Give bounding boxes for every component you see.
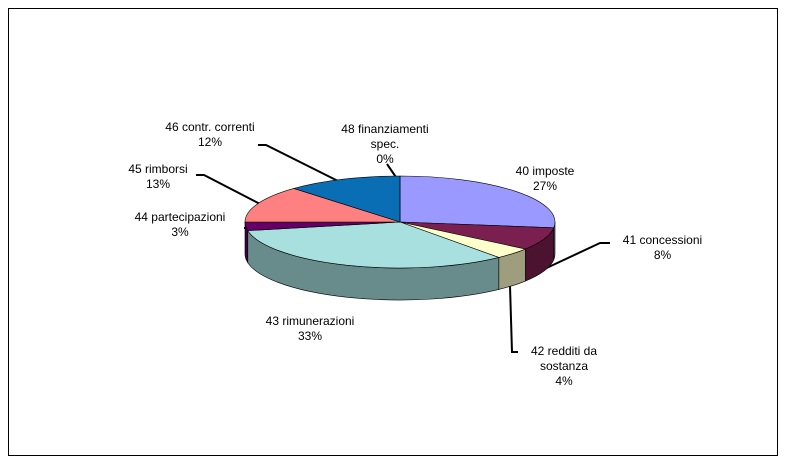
value-label: 13%	[145, 177, 171, 191]
value-label: 33%	[297, 329, 323, 343]
value-label: 3%	[171, 225, 189, 239]
pie-slice	[399, 175, 556, 229]
data-label: 43 rimunerazioni 33%	[245, 314, 375, 344]
value-label: 4%	[555, 374, 573, 388]
pie-slice	[247, 221, 500, 269]
pie-tops	[244, 175, 556, 269]
slice-label: 46 contr. correnti	[165, 120, 255, 134]
pie-sides	[244, 221, 556, 301]
data-label: 42 redditi da sostanza 4%	[520, 344, 608, 389]
leader-line	[537, 242, 610, 273]
slice-label: 41 concessioni	[622, 233, 703, 247]
slice-label: 43 rimunerazioni	[265, 314, 355, 328]
data-label: 46 contr. correnti 12%	[150, 120, 270, 150]
data-label: 40 imposte 27%	[495, 164, 595, 194]
slice-label: 44 partecipazioni	[134, 210, 226, 224]
value-label: 0%	[376, 152, 394, 166]
pie-slice	[292, 175, 401, 223]
value-label: 27%	[532, 179, 558, 193]
slice-label: 48 finanziamenti spec.	[341, 122, 429, 151]
value-label: 12%	[197, 135, 223, 149]
slice-label: 45 rimborsi	[128, 162, 188, 176]
leader-line	[509, 285, 518, 353]
value-label: 8%	[653, 248, 672, 262]
data-label: 45 rimborsi 13%	[108, 162, 208, 192]
leader-line	[196, 174, 263, 206]
data-label: 44 partecipazioni 3%	[115, 210, 245, 240]
slice-label: 42 redditi da sostanza	[530, 344, 598, 373]
pie-slice	[244, 188, 401, 223]
slice-label: 40 imposte	[515, 164, 575, 178]
data-label: 48 finanziamenti spec. 0%	[335, 122, 435, 167]
leader-line	[258, 144, 349, 187]
data-label: 41 concessioni 8%	[605, 233, 720, 263]
